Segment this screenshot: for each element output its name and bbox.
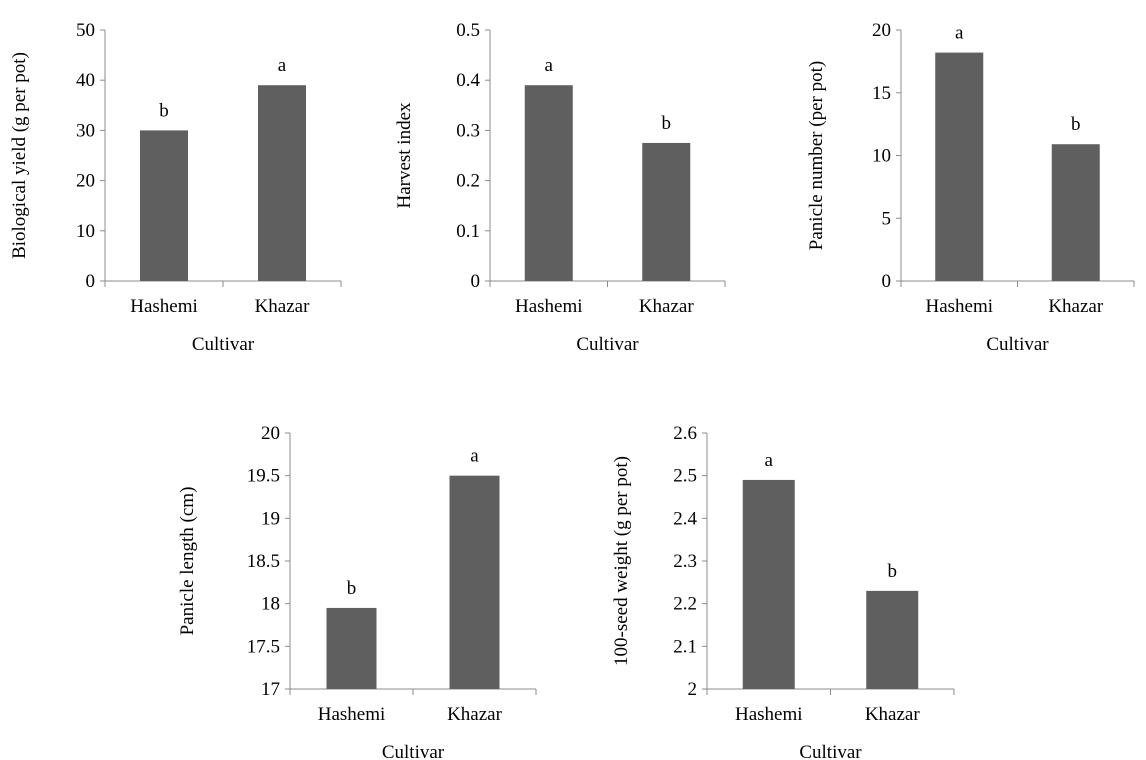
- y-tick-label: 0: [471, 271, 481, 292]
- y-tick-label: 0: [86, 271, 96, 292]
- y-tick-label: 2.3: [673, 551, 697, 572]
- y-tick-label: 0: [882, 271, 892, 292]
- y-axis-label: Panicle number (per pot): [806, 61, 827, 250]
- bar-khazar: [642, 142, 691, 281]
- category-label: Hashemi: [130, 296, 198, 317]
- y-tick-label: 17.5: [247, 636, 280, 657]
- y-axis-label: Harvest index: [394, 102, 415, 209]
- y-tick-label: 0.5: [456, 20, 480, 41]
- significance-letter: b: [159, 100, 169, 121]
- bar-hashemi: [326, 607, 377, 689]
- bar-hashemi: [742, 479, 795, 689]
- y-tick-label: 18.5: [247, 551, 280, 572]
- y-tick-label: 20: [76, 171, 95, 192]
- y-tick-label: 10: [76, 221, 95, 242]
- y-tick-label: 5: [882, 208, 892, 229]
- y-tick-label: 2.5: [673, 466, 697, 487]
- significance-letter: a: [278, 55, 287, 76]
- significance-letter: b: [1071, 114, 1081, 135]
- y-axis-label: Biological yield (g per pot): [9, 52, 30, 259]
- significance-letter: b: [888, 561, 898, 582]
- y-axis-label: 100-seed weight (g per pot): [611, 456, 632, 666]
- y-tick-label: 20: [261, 423, 280, 444]
- category-label: Khazar: [447, 704, 503, 725]
- y-tick-label: 0.2: [456, 171, 480, 192]
- significance-letter: a: [765, 450, 774, 471]
- y-tick-label: 17: [261, 679, 280, 700]
- x-axis-label: Cultivar: [986, 334, 1049, 355]
- y-tick-label: 2.4: [673, 508, 697, 529]
- significance-letter: b: [347, 578, 357, 599]
- bar-hashemi: [140, 130, 188, 281]
- y-tick-label: 2.6: [673, 423, 697, 444]
- chart-panel-3: 0 5 10 15 20 a Hashemi b Khazar Cultivar Panicle n…: [806, 20, 1135, 355]
- y-tick-label: 30: [76, 120, 95, 141]
- y-tick-label: 2.2: [673, 594, 697, 615]
- category-label: Khazar: [639, 296, 695, 317]
- y-tick-label: 19: [261, 508, 280, 529]
- y-axis-label: Panicle length (cm): [177, 487, 198, 636]
- y-tick-label: 0.1: [456, 221, 480, 242]
- chart-panel-5: 2 2.1 2.2 2.3 2.4 2.5 2.6 a Hashemi b KhazarCultiv…: [611, 423, 955, 760]
- y-tick-label: 0.4: [456, 70, 480, 91]
- category-label: Hashemi: [515, 296, 583, 317]
- y-tick-label: 50: [76, 20, 95, 41]
- significance-letter: a: [955, 23, 964, 44]
- significance-letter: b: [662, 113, 672, 134]
- x-axis-label: Cultivar: [576, 334, 639, 355]
- bar-khazar: [866, 590, 919, 689]
- chart-panel-4: 17 17.5 18 18.5 19 19.5 20 b Hashemi a KhazarCulti…: [177, 423, 537, 760]
- category-label: Hashemi: [735, 704, 803, 725]
- bar-khazar: [258, 85, 306, 281]
- y-tick-label: 0.3: [456, 120, 480, 141]
- bar-khazar: [1051, 144, 1100, 281]
- bar-hashemi: [524, 85, 573, 281]
- y-tick-label: 40: [76, 70, 95, 91]
- y-tick-label: 18: [261, 594, 280, 615]
- category-label: Khazar: [865, 704, 921, 725]
- x-axis-label: Cultivar: [382, 742, 445, 760]
- significance-letter: a: [470, 446, 479, 467]
- y-tick-label: 10: [872, 146, 891, 167]
- bar-hashemi: [935, 52, 984, 282]
- x-axis-label: Cultivar: [799, 742, 862, 760]
- bar-khazar: [449, 475, 500, 689]
- category-label: Khazar: [255, 296, 311, 317]
- y-tick-label: 15: [872, 83, 891, 104]
- y-tick-label: 2.1: [673, 636, 697, 657]
- significance-letter: a: [545, 55, 554, 76]
- y-tick-label: 20: [872, 20, 891, 41]
- category-label: Hashemi: [318, 704, 386, 725]
- y-tick-label: 2: [688, 679, 698, 700]
- category-label: Hashemi: [925, 296, 993, 317]
- y-tick-label: 19.5: [247, 466, 280, 487]
- category-label: Khazar: [1048, 296, 1104, 317]
- x-axis-label: Cultivar: [192, 334, 255, 355]
